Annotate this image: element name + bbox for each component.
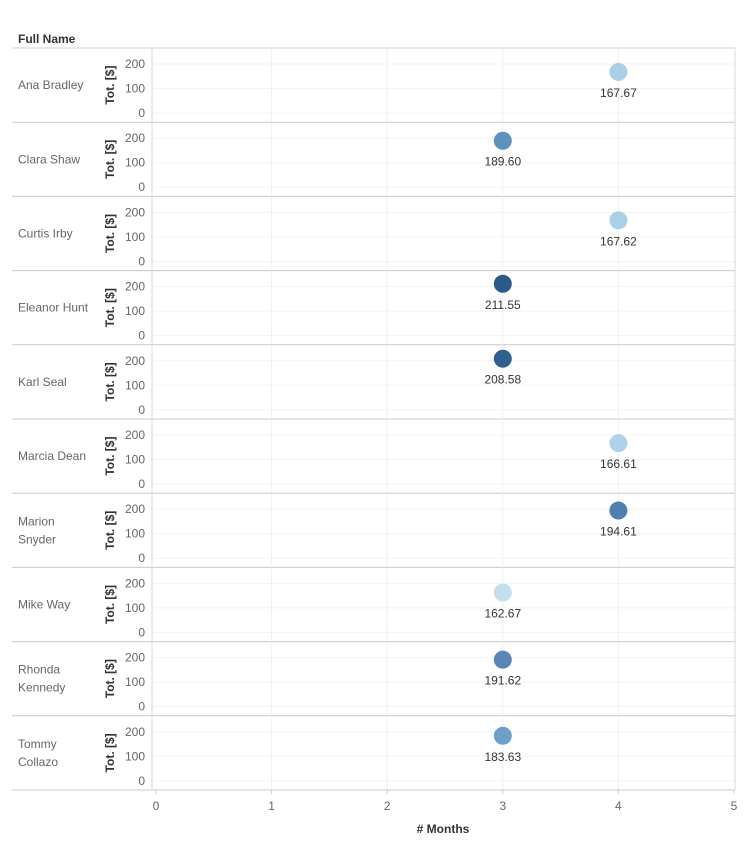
y-tick-label: 0	[138, 700, 145, 714]
data-label: 189.60	[484, 155, 521, 169]
row-name-label: Marcia Dean	[18, 449, 86, 463]
y-tick-label: 200	[125, 651, 145, 665]
row-name-label: Eleanor Hunt	[18, 301, 89, 315]
x-tick-label: 4	[615, 799, 622, 813]
row-name-label: Tommy Collazo	[18, 737, 58, 769]
y-tick-label: 200	[125, 576, 145, 590]
data-label: 208.58	[484, 373, 521, 387]
data-point	[609, 501, 628, 520]
x-tick-label: 0	[153, 799, 160, 813]
y-tick-label: 200	[125, 280, 145, 294]
y-axis-title: Tot. [$]	[103, 733, 117, 772]
x-axis-title: # Months	[417, 822, 470, 836]
y-tick-label: 0	[138, 106, 145, 120]
y-tick-label: 200	[125, 502, 145, 516]
row-panel: Marion Snyder Tot. [$] 0 100 200 194.61	[12, 493, 735, 568]
row-panel: Ana Bradley Tot. [$] 0 100 200 167.67	[12, 48, 735, 123]
data-point	[493, 650, 512, 669]
y-axis-title: Tot. [$]	[103, 140, 117, 179]
data-label: 191.62	[484, 674, 521, 688]
y-tick-label: 0	[138, 774, 145, 788]
y-tick-label: 100	[125, 601, 145, 615]
data-label: 194.61	[600, 525, 637, 539]
y-axis-title: Tot. [$]	[103, 585, 117, 624]
row-panel: Rhonda Kennedy Tot. [$] 0 100 200 191.62	[12, 641, 735, 717]
row-panel: Eleanor Hunt Tot. [$] 0 100 200 211.55	[12, 270, 735, 346]
y-tick-label: 200	[125, 205, 145, 219]
y-tick-label: 200	[125, 57, 145, 71]
data-label: 166.61	[600, 457, 637, 471]
data-label: 211.55	[485, 298, 521, 312]
data-label: 162.67	[484, 607, 521, 621]
x-tick-label: 1	[268, 799, 275, 813]
y-axis-title: Tot. [$]	[103, 66, 117, 105]
y-axis-title: Tot. [$]	[103, 659, 117, 698]
row-name-label: Rhonda Kennedy	[18, 663, 65, 695]
x-tick-label: 3	[499, 799, 506, 813]
x-axis: 0 1 2 3 4 5	[153, 790, 738, 813]
y-tick-label: 0	[138, 254, 145, 268]
row-panel: Mike Way Tot. [$] 0 100 200 162.67	[12, 567, 735, 643]
row-name-label: Karl Seal	[18, 375, 67, 389]
y-axis-title: Tot. [$]	[103, 511, 117, 550]
row-panel: Karl Seal Tot. [$] 0 100 200 208.58	[12, 344, 735, 420]
x-tick-label: 5	[731, 799, 738, 813]
y-tick-label: 200	[125, 428, 145, 442]
y-axis-title: Tot. [$]	[103, 437, 117, 476]
row-name-label: Mike Way	[18, 598, 70, 612]
y-axis-title: Tot. [$]	[103, 362, 117, 401]
y-tick-label: 200	[125, 354, 145, 368]
data-label: 167.67	[600, 86, 637, 100]
row-panel: Marcia Dean Tot. [$] 0 100 200 166.61	[12, 419, 735, 494]
data-point	[493, 726, 512, 745]
y-tick-label: 0	[138, 477, 145, 491]
data-label: 167.62	[600, 234, 637, 248]
row-panel: Curtis Irby Tot. [$] 0 100 200 167.62	[12, 196, 735, 272]
y-tick-label: 100	[125, 156, 145, 170]
y-tick-label: 200	[125, 131, 145, 145]
row-header: Full Name	[18, 32, 76, 46]
y-tick-label: 100	[125, 82, 145, 96]
y-tick-label: 0	[138, 180, 145, 194]
row-name-label: Curtis Irby	[18, 227, 73, 241]
data-label: 183.63	[484, 750, 521, 764]
x-tick-label: 2	[384, 799, 391, 813]
row-name-label: Clara Shaw	[18, 152, 80, 166]
row-name-label: Marion Snyder	[18, 514, 56, 546]
data-point	[493, 349, 512, 368]
data-point	[609, 62, 628, 81]
y-tick-label: 100	[125, 749, 145, 763]
row-panel: Tommy Collazo Tot. [$] 0 100 200 183.63	[12, 715, 735, 791]
data-point	[609, 211, 628, 230]
row-panel: Clara Shaw Tot. [$] 0 100 200 189.60	[12, 122, 735, 197]
data-point	[493, 583, 512, 602]
data-point	[609, 434, 628, 453]
y-tick-label: 100	[125, 453, 145, 467]
y-tick-label: 100	[125, 378, 145, 392]
y-tick-label: 100	[125, 304, 145, 318]
data-point	[493, 274, 512, 293]
y-tick-label: 0	[138, 329, 145, 343]
y-axis-title: Tot. [$]	[103, 214, 117, 253]
y-tick-label: 0	[138, 403, 145, 417]
y-tick-label: 200	[125, 725, 145, 739]
chart-panels: Ana Bradley Tot. [$] 0 100 200 167.67 Clara Sh…	[12, 47, 736, 791]
y-axis-title: Tot. [$]	[103, 288, 117, 327]
y-tick-label: 0	[138, 625, 145, 639]
row-name-label: Ana Bradley	[18, 78, 83, 92]
y-tick-label: 100	[125, 230, 145, 244]
data-point	[493, 131, 512, 150]
y-tick-label: 100	[125, 527, 145, 541]
y-tick-label: 0	[138, 551, 145, 565]
y-tick-label: 100	[125, 675, 145, 689]
